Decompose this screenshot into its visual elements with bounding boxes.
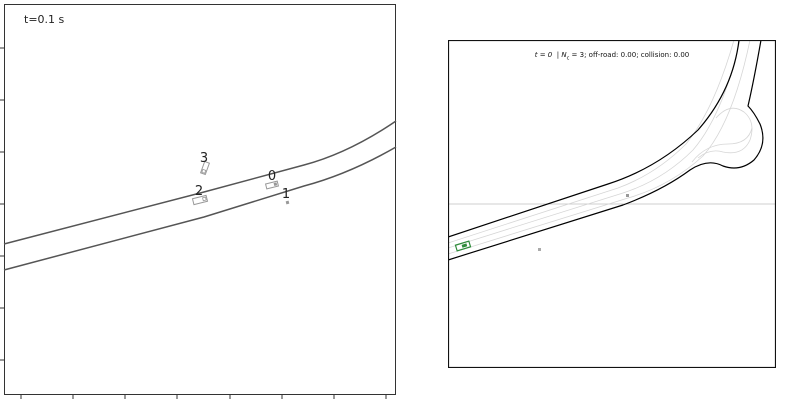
y-axis-ticks bbox=[0, 47, 4, 361]
agent-label-0: 0 bbox=[268, 169, 276, 184]
overview-map-view: t = 0 | Nc = 3; off-road: 0.00; collisio… bbox=[448, 40, 776, 368]
vehicle-1 bbox=[285, 200, 290, 205]
road-boundary-upper bbox=[448, 40, 740, 238]
count-symbol: N bbox=[561, 51, 567, 59]
agent-label-2: 2 bbox=[195, 184, 203, 199]
time-text: t = 0 bbox=[534, 51, 553, 59]
zoomed-simulation-view: 0 1 2 3 t=0.1 s bbox=[0, 4, 397, 399]
time-label: t=0.1 s bbox=[24, 13, 65, 26]
vehicle-3 bbox=[199, 160, 211, 176]
road-edge-lower bbox=[3, 146, 397, 271]
overview-map-canvas bbox=[448, 40, 776, 368]
vehicle-2 bbox=[191, 194, 209, 206]
plot-frame bbox=[4, 4, 396, 395]
x-axis-ticks bbox=[20, 395, 387, 399]
count-subscript: c bbox=[566, 55, 570, 62]
agent-label-3: 3 bbox=[200, 151, 208, 166]
other-vehicle-b bbox=[538, 248, 541, 251]
count-value-text: = 3; off-road: 0.00; collision: 0.00 bbox=[569, 51, 690, 59]
road-boundary-lower bbox=[448, 40, 764, 261]
metrics-label: t = 0 | Nc = 3; off-road: 0.00; collisio… bbox=[534, 51, 690, 62]
zoomed-plot-canvas: 0 1 2 3 bbox=[0, 4, 397, 399]
road-edge-upper bbox=[3, 120, 397, 245]
road-edges bbox=[3, 120, 397, 271]
ego-vehicle bbox=[454, 240, 472, 252]
agent-label-1: 1 bbox=[282, 187, 290, 202]
vehicle-0 bbox=[264, 180, 280, 190]
road-boundaries bbox=[448, 40, 764, 261]
map-frame bbox=[448, 40, 776, 368]
other-vehicle-a bbox=[626, 194, 629, 197]
